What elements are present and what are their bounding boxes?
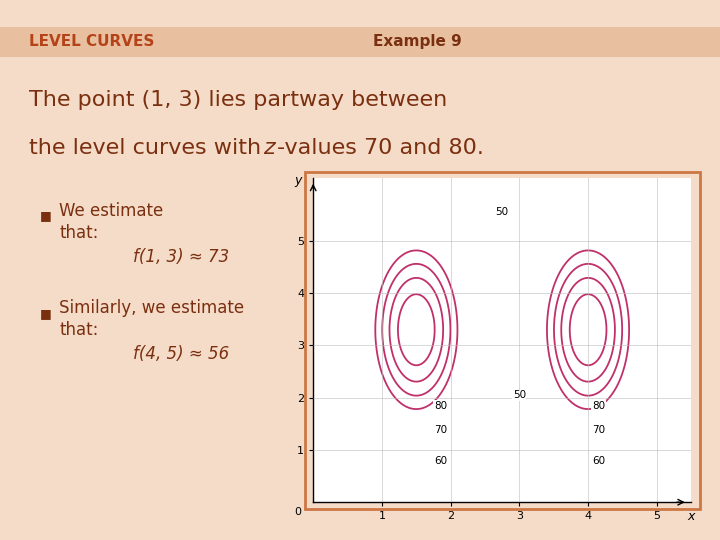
Text: ■: ■ bbox=[40, 210, 51, 222]
Text: Example 9: Example 9 bbox=[373, 34, 462, 49]
Text: LEVEL CURVES: LEVEL CURVES bbox=[29, 34, 154, 49]
Text: We estimate: We estimate bbox=[59, 201, 163, 220]
Text: ■: ■ bbox=[40, 307, 51, 320]
Text: 60: 60 bbox=[592, 456, 605, 467]
Text: z: z bbox=[263, 138, 274, 159]
Text: Similarly, we estimate: Similarly, we estimate bbox=[59, 299, 244, 317]
Text: -values 70 and 80.: -values 70 and 80. bbox=[277, 138, 484, 159]
Text: The point (1, 3) lies partway between: The point (1, 3) lies partway between bbox=[29, 90, 447, 110]
Text: 70: 70 bbox=[433, 425, 447, 435]
Text: 70: 70 bbox=[592, 425, 605, 435]
Text: that:: that: bbox=[59, 224, 99, 242]
Text: 80: 80 bbox=[433, 401, 447, 410]
Text: that:: that: bbox=[59, 321, 99, 340]
Text: 80: 80 bbox=[592, 401, 605, 410]
Text: 50: 50 bbox=[495, 207, 509, 217]
Text: 0: 0 bbox=[294, 507, 302, 517]
Text: f(1, 3) ≈ 73: f(1, 3) ≈ 73 bbox=[133, 247, 230, 266]
Text: y: y bbox=[294, 174, 302, 187]
Text: the level curves with: the level curves with bbox=[29, 138, 268, 159]
Bar bbox=[0, 27, 720, 57]
Text: x: x bbox=[688, 510, 695, 523]
Text: f(4, 5) ≈ 56: f(4, 5) ≈ 56 bbox=[133, 345, 230, 363]
Text: 60: 60 bbox=[433, 456, 447, 467]
Text: 50: 50 bbox=[513, 390, 526, 400]
